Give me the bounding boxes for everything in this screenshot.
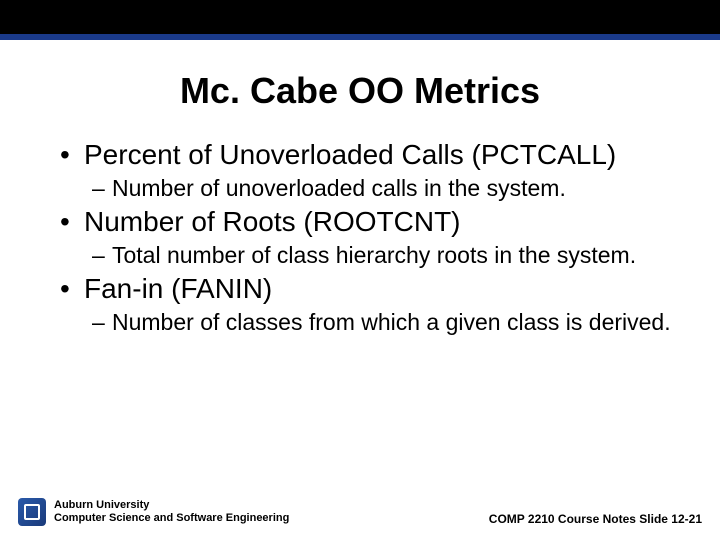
footer-course: COMP 2210 Course Notes Slide [489,512,672,526]
slide-title: Mc. Cabe OO Metrics [0,70,720,112]
bullet-item: Fan-in (FANIN) [54,274,680,305]
footer-text: Auburn University Computer Science and S… [54,499,289,525]
footer-department: Computer Science and Software Engineerin… [54,512,289,524]
sub-bullet-item: Number of classes from which a given cla… [54,309,680,335]
footer-institution: Auburn University [54,499,149,511]
sub-bullet-item: Number of unoverloaded calls in the syst… [54,175,680,201]
slide-number: 12-21 [671,512,702,526]
footer-right: COMP 2210 Course Notes Slide 12-21 [489,512,702,526]
logo-icon [18,498,46,526]
sub-bullet-item: Total number of class hierarchy roots in… [54,242,680,268]
bullet-item: Number of Roots (ROOTCNT) [54,207,680,238]
footer: Auburn University Computer Science and S… [0,498,720,526]
slide-content: Percent of Unoverloaded Calls (PCTCALL) … [0,140,720,336]
top-bar [0,0,720,40]
footer-left: Auburn University Computer Science and S… [18,498,289,526]
bullet-item: Percent of Unoverloaded Calls (PCTCALL) [54,140,680,171]
